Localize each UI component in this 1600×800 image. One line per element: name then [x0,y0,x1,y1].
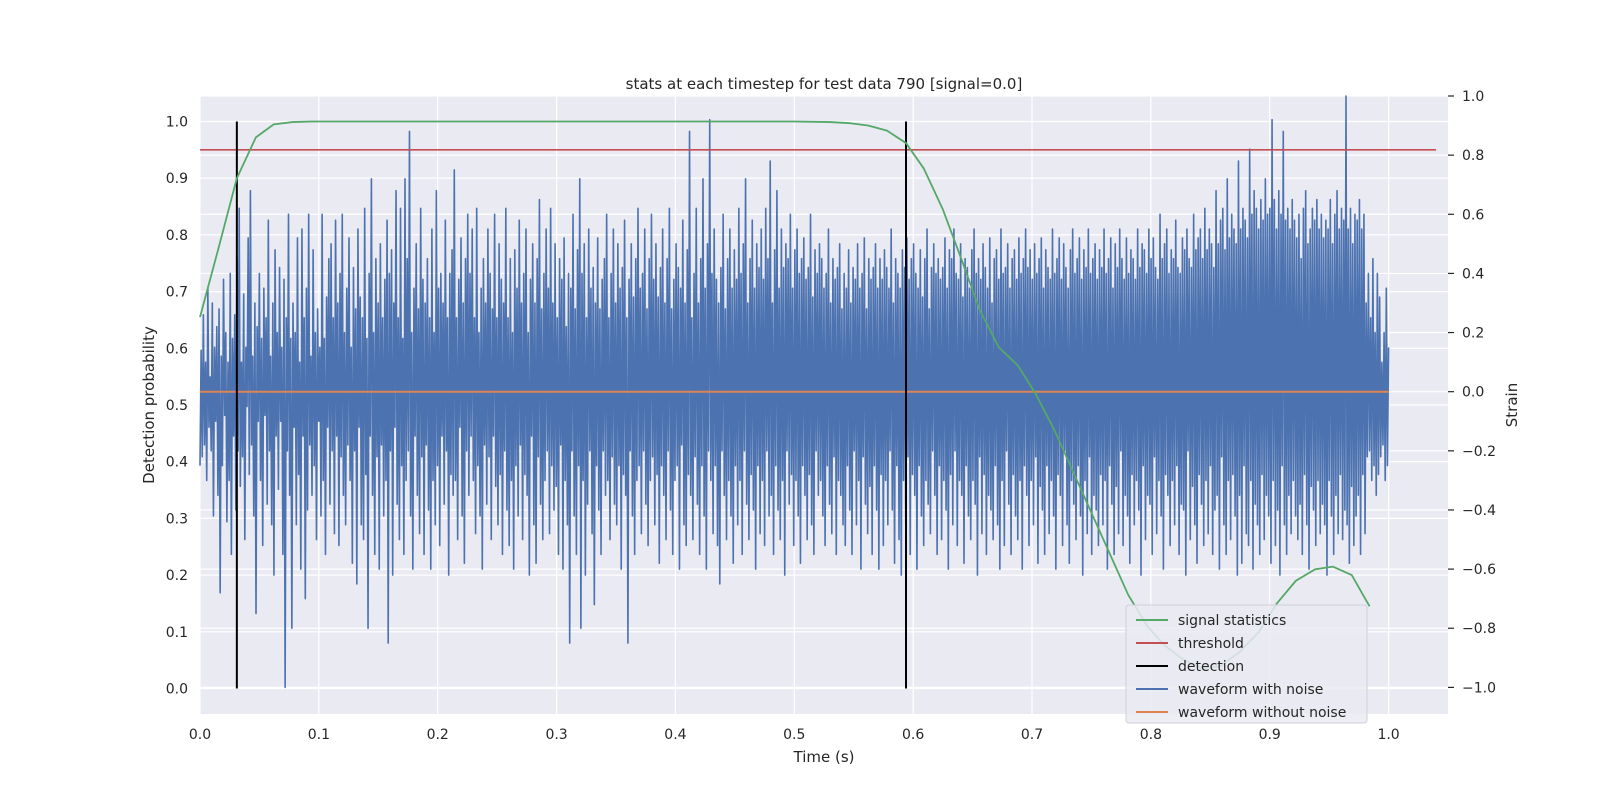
x-tick-label: 1.0 [1377,727,1399,743]
legend: signal statistics threshold detection wavef… [1125,604,1368,724]
legend-box [1125,604,1368,724]
y2-tick-label: 0.8 [1462,148,1484,164]
y2-tick-label: −0.2 [1462,444,1496,460]
series-waveform-with-noise [199,95,1390,689]
y-axis-label: Detection probability [140,326,158,484]
x-tick-label: 0.8 [1140,727,1162,743]
y-tick-label: 0.4 [166,455,188,471]
y-tick-label: 0.5 [166,398,188,414]
x-tick-label: 0.0 [189,727,211,743]
y-tick-label: 0.2 [166,568,188,584]
x-tick-label: 0.9 [1259,727,1281,743]
x-tick-label: 0.3 [545,727,567,743]
y2-tick-label: 0.2 [1462,326,1484,342]
y-tick-label: 0.7 [166,285,188,301]
y-tick-label: 0.3 [166,511,188,527]
x-tick-label: 0.4 [664,727,686,743]
legend-label: signal statistics [1178,613,1286,629]
y-tick-label: 0.6 [166,341,188,357]
y2-tick-label: −0.4 [1462,503,1496,519]
y2-tick-label: 0.4 [1462,266,1484,282]
x-tick-label: 0.1 [308,727,330,743]
legend-label: threshold [1178,636,1244,652]
y-tick-label: 0.0 [166,681,188,697]
legend-label: waveform with noise [1178,682,1323,698]
y2-tick-label: −1.0 [1462,680,1496,696]
y-tick-label: 0.8 [166,228,188,244]
x-tick-label: 0.5 [783,727,805,743]
y2-tick-label: −0.8 [1462,621,1496,637]
legend-label: detection [1178,659,1244,675]
y-tick-label: 0.1 [166,625,188,641]
chart-title: stats at each timestep for test data 790… [626,75,1023,93]
y2-axis-label: Strain [1503,383,1521,427]
x-tick-label: 0.2 [427,727,449,743]
y2-tick-label: −0.6 [1462,562,1496,578]
x-tick-label: 0.6 [902,727,924,743]
ticks: 0.0 0.1 0.2 0.3 0.4 0.5 0.6 0.7 0.8 0.9 1.0 0.0 0.1 0… [166,89,1496,743]
legend-label: waveform without noise [1178,705,1346,721]
y2-tick-label: 0.0 [1462,385,1484,401]
x-tick-label: 0.7 [1021,727,1043,743]
y-tick-label: 0.9 [166,171,188,187]
y-tick-label: 1.0 [166,115,188,131]
y2-tick-label: 1.0 [1462,89,1484,105]
y2-tick-label: 0.6 [1462,207,1484,223]
x-axis-label: Time (s) [793,748,855,766]
